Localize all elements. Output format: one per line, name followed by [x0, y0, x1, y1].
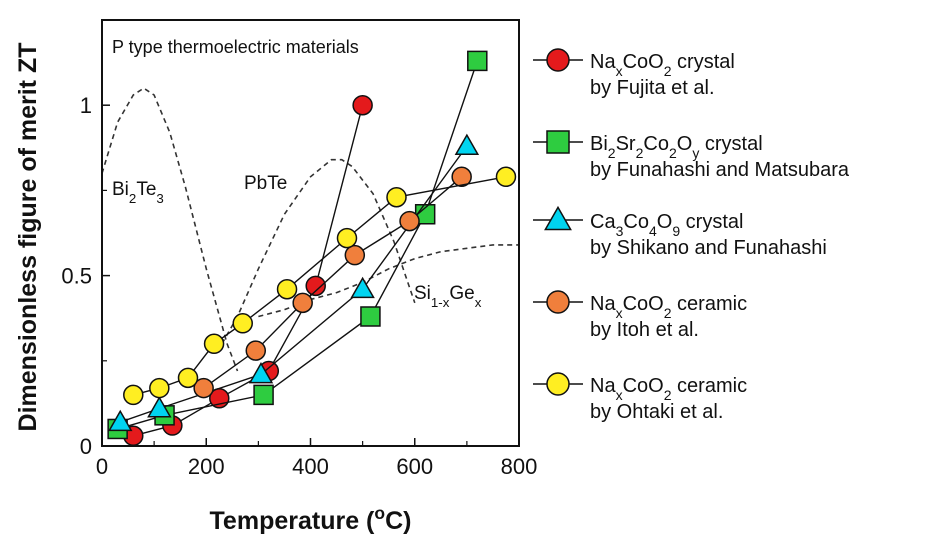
y-axis-title: Dimensionless figure of merit ZT [14, 43, 42, 432]
series-3 [108, 133, 480, 432]
data-point-circle [336, 227, 358, 249]
reference-curve-labels: Bi2Te3 PbTe Si1-xGex [112, 173, 482, 310]
legend-label-line2: by Ohtaki et al. [590, 401, 723, 423]
reference-label-bi2te3: Bi2Te3 [112, 179, 164, 206]
data-point-circle [149, 377, 170, 399]
legend-label-line1: Bi2Sr2Co2Oy crystal [590, 133, 763, 161]
x-tick-label: 600 [396, 454, 433, 479]
x-tick-label: 0 [96, 454, 108, 479]
legend-label-line1: NaxCoO2 ceramic [590, 375, 747, 403]
data-point-triangle [454, 133, 480, 156]
data-point-circle [305, 275, 326, 297]
legend-label-line1: NaxCoO2 ceramic [590, 293, 747, 321]
data-point-circle [399, 210, 420, 232]
data-point-circle [276, 278, 298, 300]
legend-label-line2: by Funahashi and Matsubara [590, 159, 850, 181]
legend-marker-circle [546, 290, 570, 314]
reference-curve-bi2te3 [102, 87, 239, 372]
data-point-circle [245, 340, 267, 361]
data-point-circle [193, 377, 214, 399]
data-point-square [253, 384, 274, 406]
legend-label-line1: Ca3Co4O9 crystal [590, 211, 743, 239]
x-tick-label: 800 [501, 454, 538, 479]
data-point-circle [177, 367, 199, 389]
series-line [203, 176, 463, 389]
chart-annotation: P type thermoelectric materials [112, 37, 359, 57]
legend-marker-circle [546, 372, 570, 396]
reference-curve-pbte [221, 158, 416, 345]
data-point-triangle [147, 396, 172, 418]
reference-label-pbte: PbTe [244, 173, 287, 194]
axis-ticks: 0 200 400 600 800 0 0.5 1 [61, 93, 537, 479]
data-point-circle [344, 244, 366, 266]
reference-label-si1-xgex: Si1-xGex [414, 283, 482, 310]
x-axis-title: Temperature (oC) [210, 503, 412, 535]
data-point-square [360, 306, 381, 327]
y-tick-label: 0 [80, 434, 92, 459]
data-point-circle [352, 94, 373, 116]
legend-marker-circle [546, 48, 570, 72]
y-tick-label: 0.5 [61, 264, 92, 289]
legend-label-line1: NaxCoO2 crystal [590, 51, 735, 79]
series-5 [123, 166, 517, 406]
data-point-triangle [350, 276, 375, 299]
reference-curves [102, 87, 519, 372]
data-series [107, 50, 517, 447]
series-4 [193, 166, 472, 399]
x-tick-label: 400 [292, 454, 329, 479]
legend-label-line2: by Itoh et al. [590, 319, 699, 341]
x-tick-label: 200 [188, 454, 225, 479]
data-point-circle [451, 166, 472, 188]
data-point-circle [292, 292, 313, 314]
legend-marker-square [546, 130, 570, 154]
legend-label-line2: by Shikano and Funahashi [590, 237, 827, 259]
data-point-circle [495, 166, 517, 188]
data-point-triangle [108, 409, 133, 432]
data-point-triangle [248, 361, 274, 384]
legend-label-line2: by Fujita et al. [590, 77, 715, 99]
data-point-square [467, 50, 488, 72]
data-point-circle [232, 313, 253, 334]
data-point-circle [123, 384, 144, 406]
legend-marker-triangle [544, 205, 572, 231]
y-tick-label: 1 [80, 93, 92, 118]
data-point-circle [203, 333, 225, 355]
data-point-circle [386, 186, 407, 208]
series-line [117, 60, 478, 430]
